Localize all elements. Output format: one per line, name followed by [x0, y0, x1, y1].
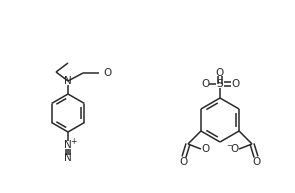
Text: N: N [64, 76, 72, 86]
Text: O: O [202, 144, 210, 154]
Text: O: O [231, 79, 239, 89]
Text: O: O [252, 157, 260, 167]
Text: O: O [103, 68, 111, 78]
Text: N: N [64, 153, 72, 163]
Text: O: O [201, 79, 209, 89]
Text: O: O [230, 144, 238, 154]
Text: S: S [217, 79, 223, 89]
Text: −: − [226, 143, 232, 149]
Text: O: O [216, 68, 224, 78]
Text: +: + [70, 136, 76, 146]
Text: N: N [64, 140, 72, 150]
Text: O: O [180, 157, 188, 167]
